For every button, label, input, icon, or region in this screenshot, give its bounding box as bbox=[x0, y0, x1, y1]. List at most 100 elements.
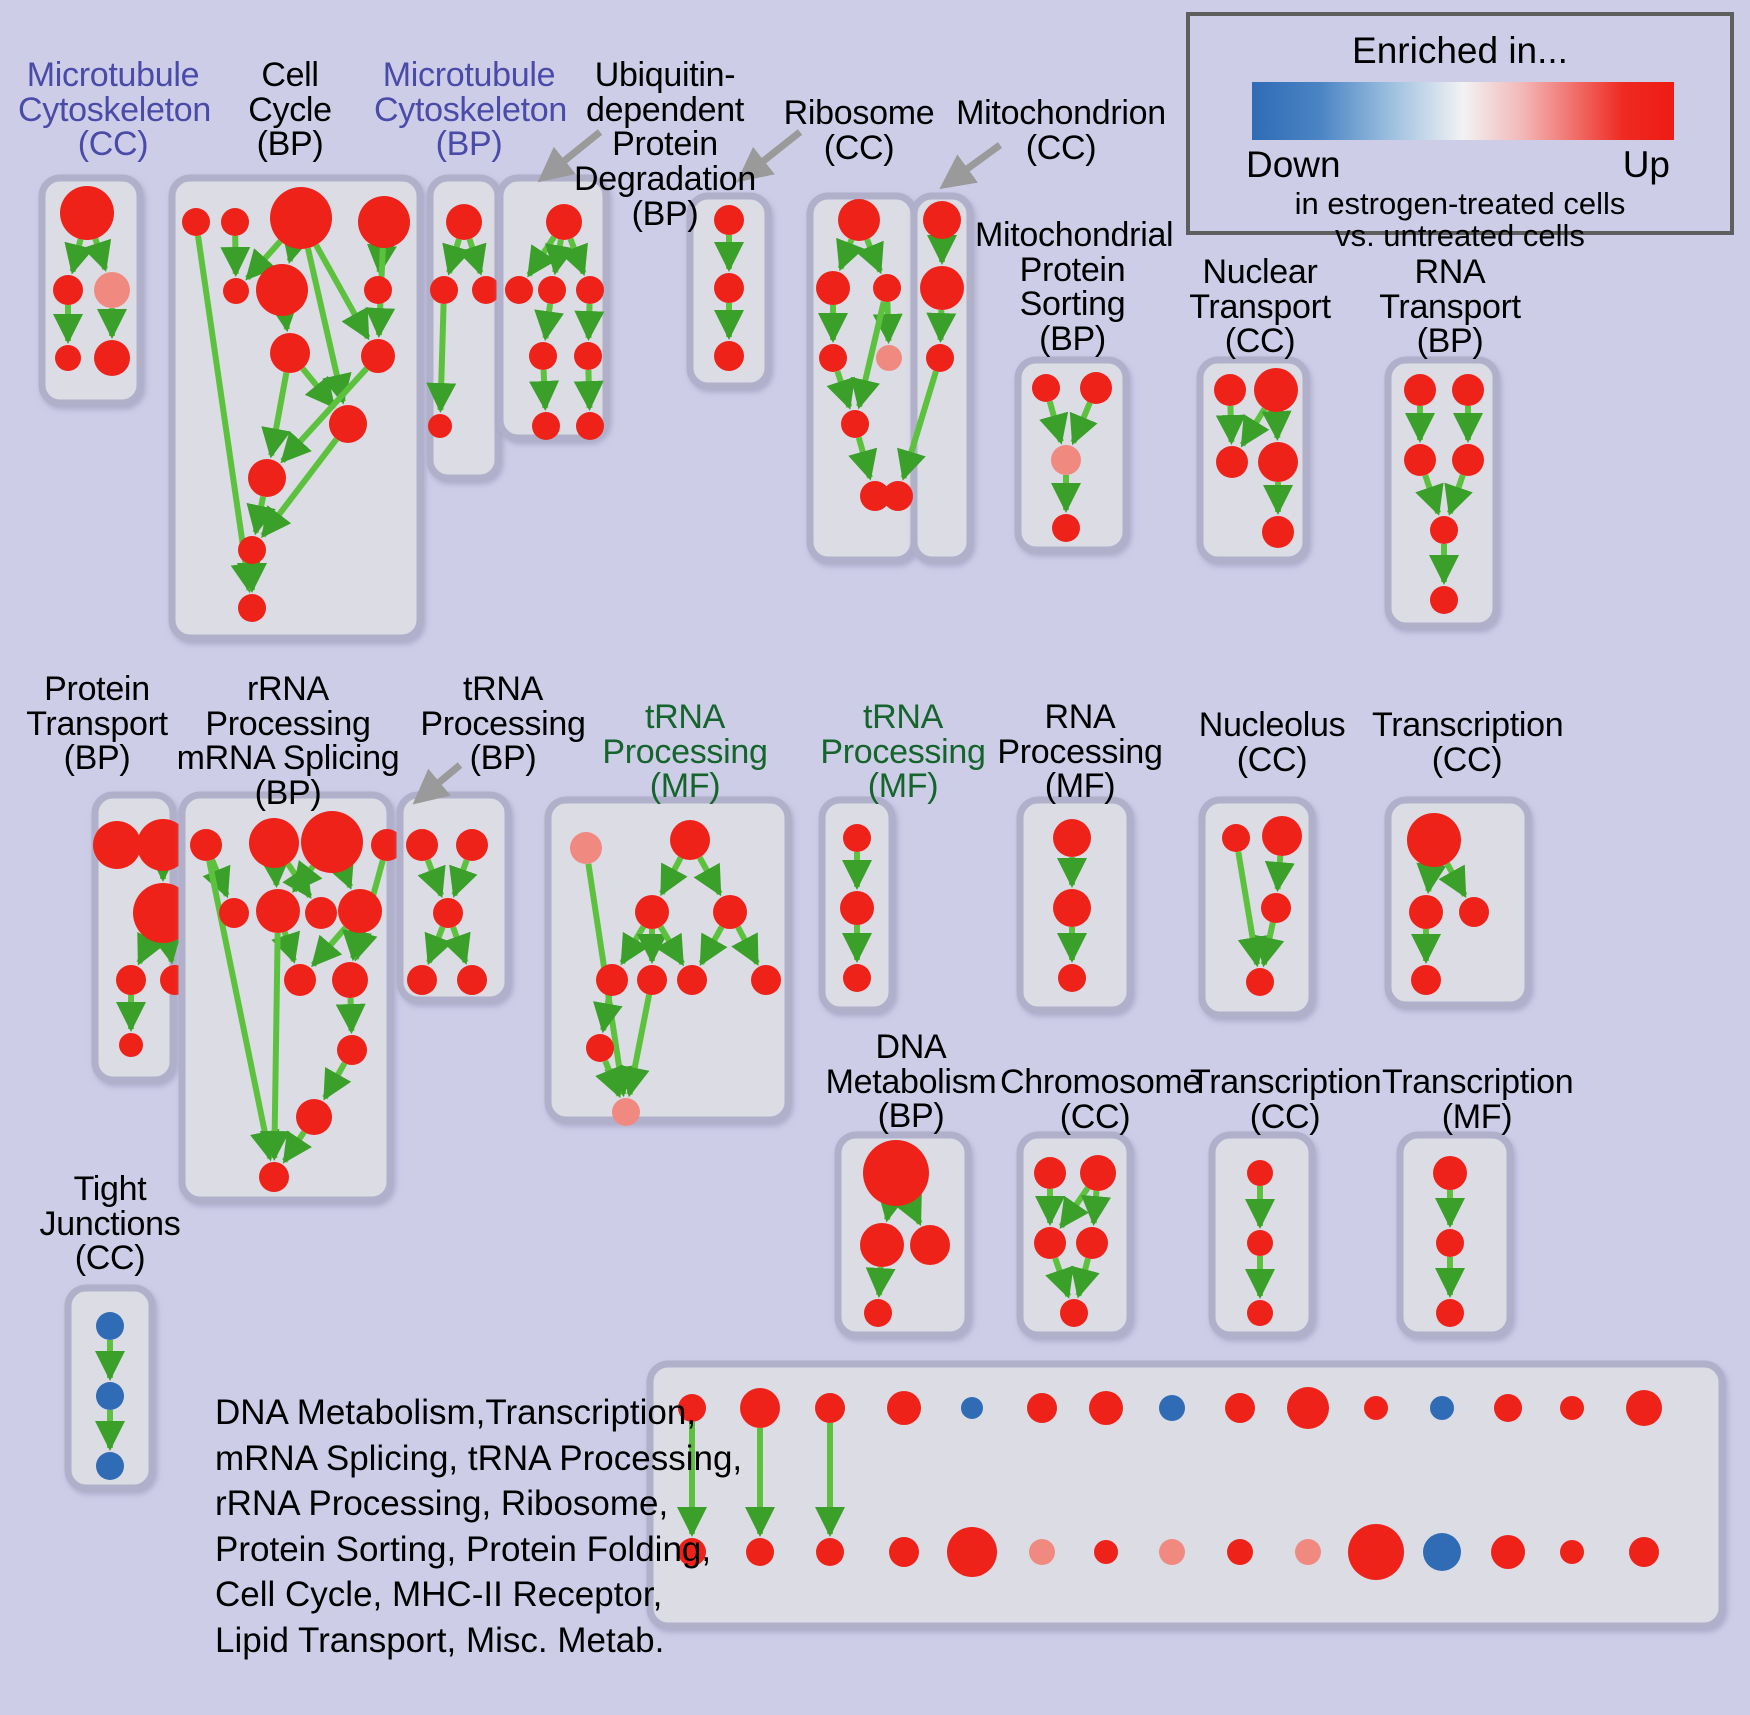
go-term-node[interactable] bbox=[576, 412, 604, 440]
go-term-node[interactable] bbox=[843, 824, 871, 852]
go-term-node[interactable] bbox=[816, 271, 850, 305]
go-term-node[interactable] bbox=[740, 1388, 780, 1428]
go-term-node[interactable] bbox=[1261, 893, 1291, 923]
go-term-node[interactable] bbox=[538, 276, 566, 304]
go-term-node[interactable] bbox=[238, 594, 266, 622]
go-term-node[interactable] bbox=[670, 820, 710, 860]
go-term-node[interactable] bbox=[920, 266, 964, 310]
go-term-node[interactable] bbox=[1159, 1539, 1185, 1565]
go-term-node[interactable] bbox=[586, 1034, 614, 1062]
go-term-node[interactable] bbox=[1433, 1156, 1467, 1190]
go-term-node[interactable] bbox=[94, 272, 130, 308]
go-term-node[interactable] bbox=[182, 208, 210, 236]
go-term-node[interactable] bbox=[430, 276, 458, 304]
go-term-node[interactable] bbox=[1459, 897, 1489, 927]
go-term-node[interactable] bbox=[223, 278, 249, 304]
go-term-node[interactable] bbox=[873, 274, 901, 302]
go-term-node[interactable] bbox=[1430, 586, 1458, 614]
go-term-node[interactable] bbox=[637, 965, 667, 995]
go-term-node[interactable] bbox=[338, 889, 382, 933]
go-term-node[interactable] bbox=[1494, 1394, 1522, 1422]
go-term-node[interactable] bbox=[529, 342, 557, 370]
go-term-node[interactable] bbox=[570, 832, 602, 864]
go-term-node[interactable] bbox=[1262, 816, 1302, 856]
go-term-node[interactable] bbox=[714, 341, 744, 371]
go-term-node[interactable] bbox=[1060, 1299, 1088, 1327]
go-term-node[interactable] bbox=[576, 276, 604, 304]
go-term-node[interactable] bbox=[1560, 1540, 1584, 1564]
go-term-node[interactable] bbox=[1222, 824, 1250, 852]
go-term-node[interactable] bbox=[1089, 1391, 1123, 1425]
go-term-node[interactable] bbox=[923, 201, 961, 239]
go-term-node[interactable] bbox=[860, 1223, 904, 1267]
go-term-node[interactable] bbox=[1560, 1396, 1584, 1420]
go-term-node[interactable] bbox=[238, 536, 266, 564]
go-term-node[interactable] bbox=[472, 276, 500, 304]
go-term-node[interactable] bbox=[1409, 895, 1443, 929]
go-term-node[interactable] bbox=[96, 1452, 124, 1480]
go-term-node[interactable] bbox=[116, 965, 146, 995]
go-term-node[interactable] bbox=[446, 204, 482, 240]
go-term-node[interactable] bbox=[1080, 1155, 1116, 1191]
go-term-node[interactable] bbox=[887, 1391, 921, 1425]
go-term-node[interactable] bbox=[1404, 444, 1436, 476]
go-term-node[interactable] bbox=[407, 965, 437, 995]
go-term-node[interactable] bbox=[1452, 444, 1484, 476]
go-term-node[interactable] bbox=[746, 1538, 774, 1566]
go-term-node[interactable] bbox=[546, 204, 582, 240]
go-term-node[interactable] bbox=[751, 965, 781, 995]
go-term-node[interactable] bbox=[1058, 964, 1086, 992]
go-term-node[interactable] bbox=[714, 273, 744, 303]
go-term-node[interactable] bbox=[1436, 1229, 1464, 1257]
go-term-node[interactable] bbox=[1295, 1539, 1321, 1565]
go-term-node[interactable] bbox=[1225, 1393, 1255, 1423]
go-term-node[interactable] bbox=[926, 344, 954, 372]
go-term-node[interactable] bbox=[60, 186, 114, 240]
go-term-node[interactable] bbox=[574, 342, 602, 370]
go-term-node[interactable] bbox=[843, 964, 871, 992]
go-term-node[interactable] bbox=[1626, 1390, 1662, 1426]
go-term-node[interactable] bbox=[864, 1299, 892, 1327]
go-term-node[interactable] bbox=[1364, 1396, 1388, 1420]
go-term-node[interactable] bbox=[876, 345, 902, 371]
go-term-node[interactable] bbox=[259, 1162, 289, 1192]
go-term-node[interactable] bbox=[1052, 514, 1080, 542]
go-term-node[interactable] bbox=[457, 965, 487, 995]
go-term-node[interactable] bbox=[1629, 1537, 1659, 1567]
go-term-node[interactable] bbox=[221, 208, 249, 236]
go-term-node[interactable] bbox=[1404, 374, 1436, 406]
go-term-node[interactable] bbox=[1430, 1396, 1454, 1420]
go-term-node[interactable] bbox=[883, 481, 913, 511]
go-term-node[interactable] bbox=[256, 889, 300, 933]
go-term-node[interactable] bbox=[248, 459, 286, 497]
go-term-node[interactable] bbox=[361, 339, 395, 373]
go-term-node[interactable] bbox=[1034, 1227, 1066, 1259]
go-term-node[interactable] bbox=[1032, 374, 1060, 402]
go-term-node[interactable] bbox=[860, 481, 890, 511]
go-term-node[interactable] bbox=[819, 344, 847, 372]
go-term-node[interactable] bbox=[137, 819, 189, 871]
go-term-node[interactable] bbox=[1051, 445, 1081, 475]
go-term-node[interactable] bbox=[329, 405, 367, 443]
go-term-node[interactable] bbox=[678, 1394, 706, 1422]
go-term-node[interactable] bbox=[96, 1382, 124, 1410]
go-term-node[interactable] bbox=[1216, 446, 1248, 478]
go-term-node[interactable] bbox=[219, 898, 249, 928]
go-term-node[interactable] bbox=[296, 1099, 332, 1135]
go-term-node[interactable] bbox=[96, 1312, 124, 1340]
go-term-node[interactable] bbox=[838, 199, 880, 241]
go-term-node[interactable] bbox=[532, 412, 560, 440]
go-term-node[interactable] bbox=[337, 1035, 367, 1065]
go-term-node[interactable] bbox=[1287, 1387, 1329, 1429]
go-term-node[interactable] bbox=[841, 410, 869, 438]
go-term-node[interactable] bbox=[863, 1140, 929, 1206]
go-term-node[interactable] bbox=[635, 895, 669, 929]
go-term-node[interactable] bbox=[284, 964, 316, 996]
go-term-node[interactable] bbox=[1247, 1230, 1273, 1256]
go-term-node[interactable] bbox=[270, 187, 332, 249]
go-term-node[interactable] bbox=[1227, 1539, 1253, 1565]
go-term-node[interactable] bbox=[93, 821, 141, 869]
go-term-node[interactable] bbox=[249, 818, 299, 868]
go-term-node[interactable] bbox=[1159, 1395, 1185, 1421]
go-term-node[interactable] bbox=[889, 1537, 919, 1567]
